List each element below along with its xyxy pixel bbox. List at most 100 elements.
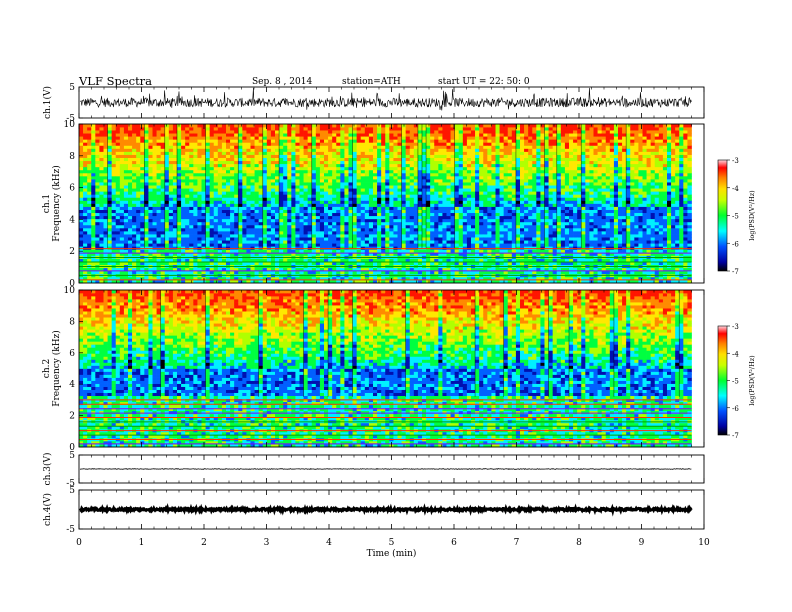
- spectrogram-cell: [368, 237, 374, 241]
- spectrogram-cell: [197, 240, 202, 244]
- spectrogram-cell: [87, 124, 92, 128]
- spectrogram-cell: [209, 252, 215, 256]
- spectrogram-cell: [242, 160, 247, 165]
- spectrogram-cell: [417, 218, 423, 223]
- spectrogram-cell: [168, 148, 174, 152]
- spectrogram-cell: [177, 188, 182, 192]
- spectrogram-cell: [111, 160, 117, 165]
- spectrogram-cell: [221, 258, 227, 262]
- spectrogram-cell: [148, 206, 153, 210]
- spectrogram-cell: [213, 200, 219, 204]
- spectrogram-cell: [136, 224, 141, 229]
- spectrogram-cell: [128, 154, 133, 158]
- spectrogram-cell: [115, 148, 121, 152]
- spectrogram-cell: [364, 218, 370, 223]
- spectrogram-cell: [373, 279, 378, 284]
- spectrogram-cell: [422, 154, 427, 158]
- spectrogram-cell: [430, 200, 435, 204]
- spectrogram-cell: [291, 209, 296, 214]
- spectrogram-cell: [368, 169, 374, 174]
- spectrogram-cell: [168, 127, 174, 131]
- spectrogram-cell: [132, 237, 137, 241]
- spectrogram-cell: [450, 252, 456, 256]
- spectrogram-cell: [328, 246, 333, 250]
- spectrogram-cell: [340, 163, 345, 168]
- spectrogram-cell: [315, 151, 321, 155]
- spectrogram-cell: [454, 130, 460, 134]
- spectrogram-cell: [287, 243, 292, 247]
- spectrogram-cell: [442, 185, 447, 189]
- spectrogram-cell: [373, 163, 378, 168]
- spectrogram-cell: [454, 139, 460, 143]
- spectrogram-cell: [291, 267, 296, 272]
- spectrogram-cell: [140, 194, 145, 198]
- spectrogram-cell: [401, 206, 407, 210]
- spectrogram-cell: [422, 130, 427, 134]
- spectrogram-cell: [87, 212, 92, 217]
- spectrogram-cell: [189, 154, 194, 158]
- spectrogram-cell: [181, 231, 186, 235]
- spectrogram-cell: [397, 267, 402, 272]
- spectrogram-cell: [381, 133, 386, 137]
- spectrogram-cell: [275, 231, 280, 235]
- spectrogram-cell: [128, 169, 133, 174]
- spectrogram-cell: [393, 194, 398, 198]
- spectrogram-cell: [401, 246, 407, 250]
- spectrogram-cell: [193, 215, 198, 220]
- spectrogram-cell: [385, 261, 390, 266]
- spectrogram-cell: [197, 206, 202, 210]
- spectrogram-cell: [344, 276, 349, 281]
- spectrogram-cell: [405, 267, 411, 272]
- spectrogram-cell: [373, 227, 378, 232]
- spectrogram-cell: [132, 172, 137, 177]
- spectrogram-cell: [377, 142, 382, 146]
- spectrogram-cell: [205, 191, 211, 195]
- spectrogram-cell: [279, 142, 284, 146]
- spectrogram-cell: [177, 270, 182, 275]
- spectrogram-cell: [344, 154, 349, 158]
- spectrogram-cell: [442, 231, 447, 235]
- spectrogram-cell: [258, 175, 264, 180]
- spectrogram-cell: [364, 194, 370, 198]
- spectrogram-cell: [315, 276, 321, 281]
- spectrogram-cell: [299, 145, 304, 149]
- spectrogram-cell: [226, 154, 231, 158]
- spectrogram-cell: [193, 133, 198, 137]
- spectrogram-cell: [393, 148, 398, 152]
- spectrogram-cell: [164, 240, 170, 244]
- spectrogram-cell: [458, 157, 464, 162]
- spectrogram-cell: [319, 136, 325, 140]
- spectrogram-cell: [413, 215, 419, 220]
- spectrogram-cell: [364, 185, 370, 189]
- spectrogram-cell: [128, 188, 133, 192]
- spectrogram-cell: [201, 200, 206, 204]
- spectrogram-cell: [307, 166, 313, 171]
- spectrogram-cell: [442, 224, 447, 229]
- spectrogram-cell: [234, 279, 239, 284]
- spectrogram-cell: [311, 175, 317, 180]
- spectrogram-cell: [123, 151, 129, 155]
- spectrogram-cell: [270, 172, 276, 177]
- spectrogram-cell: [242, 166, 247, 171]
- spectrogram-cell: [324, 270, 329, 275]
- spectrogram-cell: [197, 130, 202, 134]
- spectrogram-cell: [368, 261, 374, 266]
- spectrogram-cell: [377, 237, 382, 241]
- spectrogram-cell: [201, 249, 206, 253]
- spectrogram-cell: [279, 179, 284, 183]
- spectrogram-cell: [319, 188, 325, 192]
- spectrogram-cell: [254, 261, 260, 266]
- spectrogram-cell: [442, 212, 447, 217]
- spectrogram-cell: [148, 243, 153, 247]
- spectrogram-cell: [266, 261, 272, 266]
- spectrogram-cell: [385, 148, 390, 152]
- spectrogram-cell: [458, 179, 464, 183]
- spectrogram-cell: [262, 276, 268, 281]
- spectrogram-cell: [246, 166, 251, 171]
- spectrogram-cell: [393, 160, 398, 165]
- spectrogram-cell: [438, 206, 443, 210]
- spectrogram-cell: [377, 185, 382, 189]
- spectrogram-cell: [413, 227, 419, 232]
- spectrogram-cell: [107, 194, 113, 198]
- spectrogram-cell: [377, 224, 382, 229]
